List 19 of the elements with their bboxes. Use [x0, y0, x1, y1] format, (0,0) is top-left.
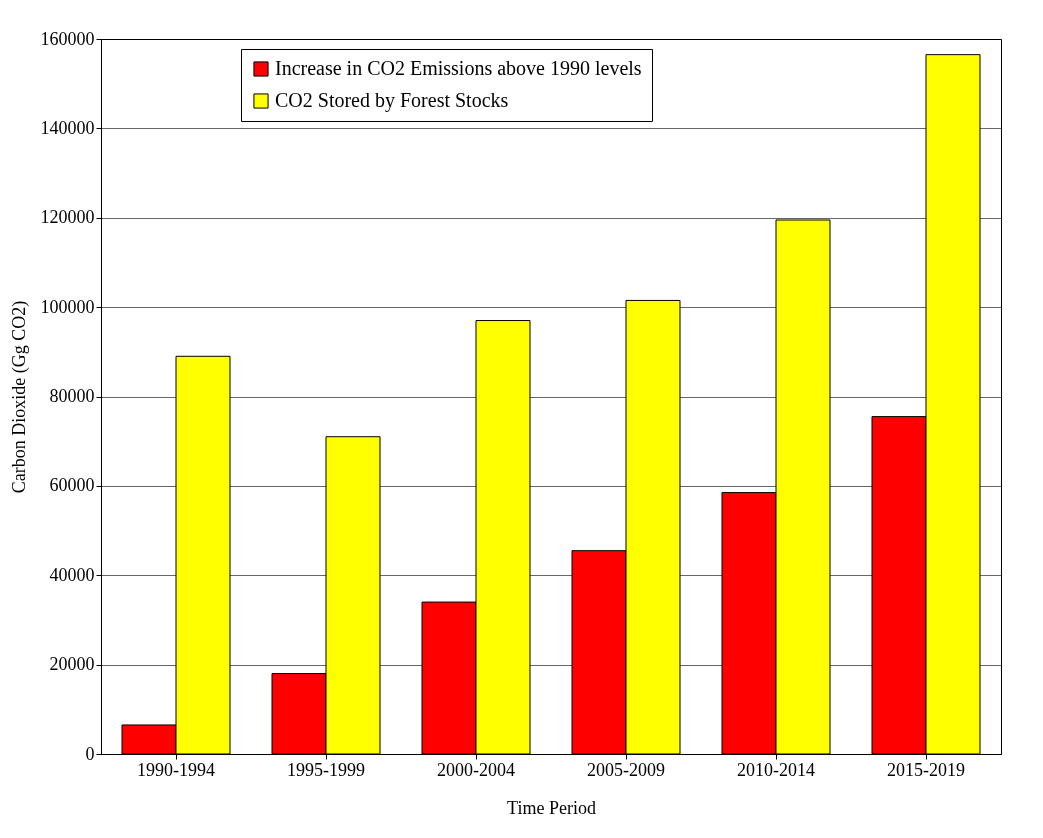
y-tick-label: 40000	[49, 564, 95, 585]
y-axis-title: Carbon Dioxide (Gg CO2)	[8, 300, 30, 494]
legend-label: Increase in CO2 Emissions above 1990 levels	[275, 57, 642, 79]
x-tick-label: 1995-1999	[287, 759, 365, 780]
x-tick-label: 1990-1994	[137, 759, 215, 780]
y-tick-label: 140000	[40, 117, 95, 138]
legend-label: CO2 Stored by Forest Stocks	[275, 89, 509, 112]
x-tick-label: 2005-2009	[587, 759, 665, 780]
y-tick-label: 80000	[49, 386, 95, 406]
x-tick-label: 2000-2004	[437, 759, 515, 780]
y-tick-label: 160000	[40, 28, 95, 49]
x-tick-label: 2010-2014	[737, 759, 815, 780]
y-tick-label: 100000	[40, 296, 95, 317]
y-tick-label: 60000	[49, 475, 95, 496]
y-tick-label: 120000	[40, 207, 95, 228]
x-axis-title: Time Period	[507, 797, 596, 818]
y-tick-label: 0	[85, 743, 95, 764]
x-tick-label: 2015-2019	[887, 759, 965, 780]
y-tick-label: 20000	[49, 654, 95, 675]
